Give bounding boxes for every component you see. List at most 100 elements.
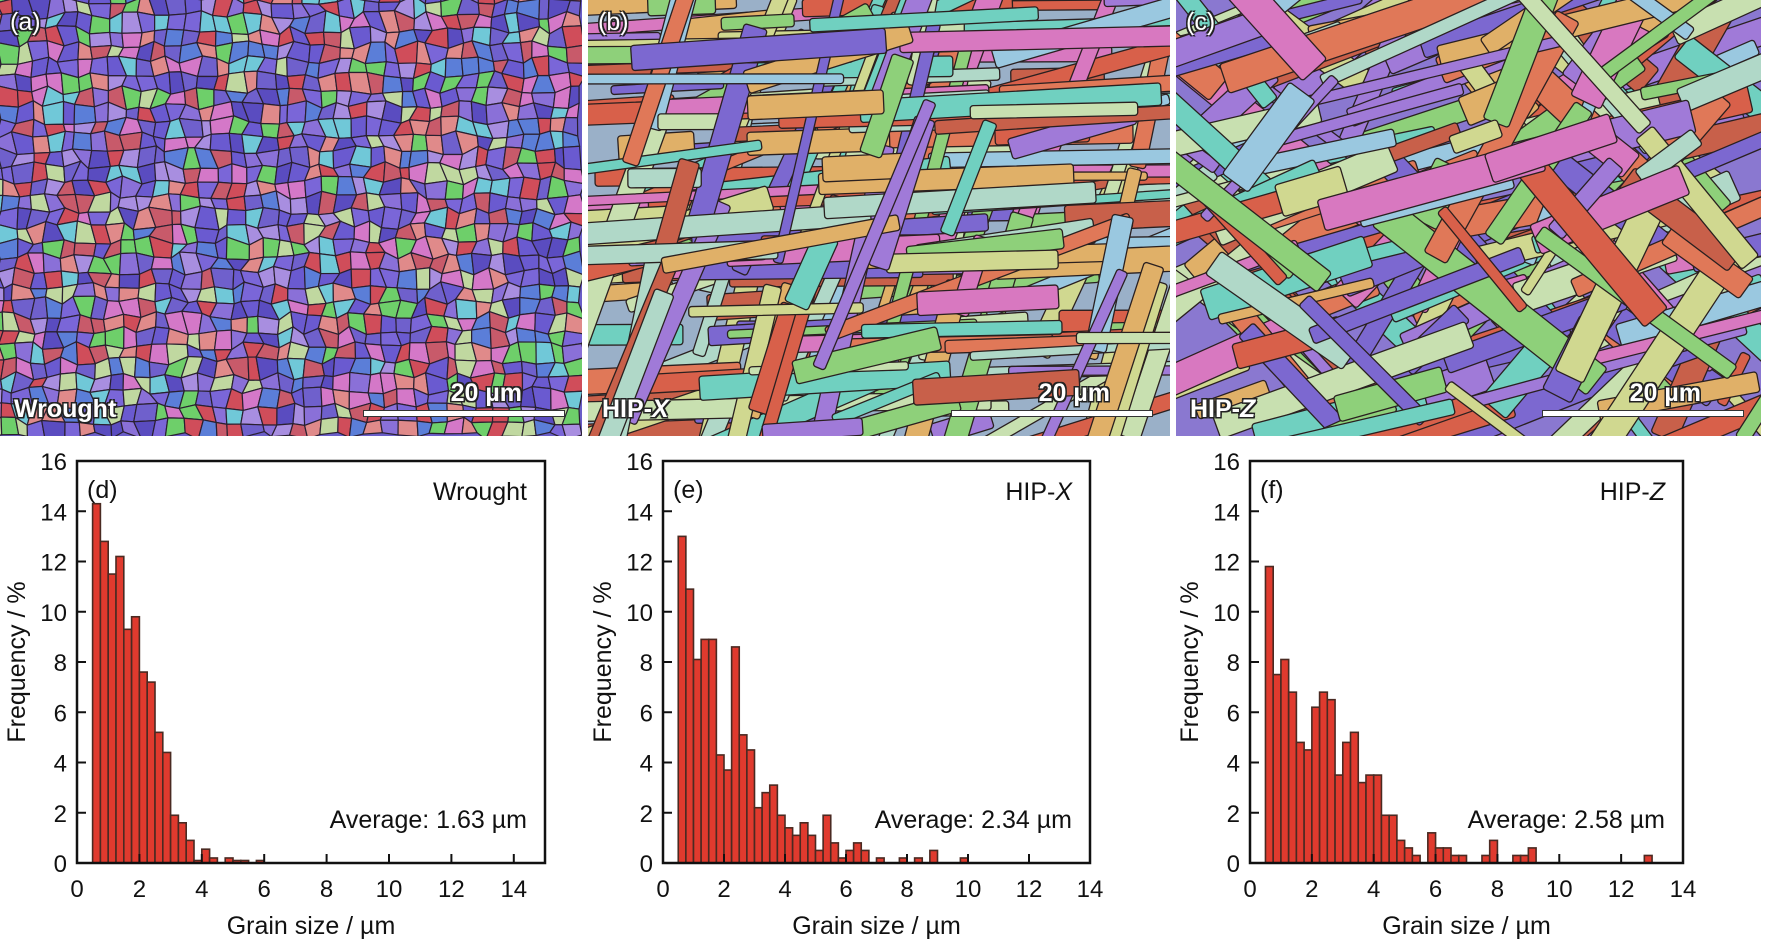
grain — [164, 417, 186, 436]
lath-grain — [911, 368, 1081, 406]
lath-grain — [630, 27, 888, 72]
grain — [501, 421, 525, 436]
grain — [196, 167, 220, 183]
grain — [246, 315, 260, 334]
histogram-bar — [1388, 814, 1398, 864]
y-axis-label: Frequency / % — [589, 581, 617, 742]
lath-grain — [916, 284, 1060, 317]
lath-grain — [660, 214, 901, 274]
y-axis-label: Frequency / % — [3, 581, 31, 742]
grain — [198, 330, 218, 351]
grain — [319, 416, 339, 436]
lath-grain — [688, 302, 864, 318]
sample-axis: Z — [1649, 478, 1666, 506]
grain — [118, 131, 143, 152]
grain — [548, 424, 566, 436]
histogram-bar — [1442, 847, 1452, 864]
x-tick-label: 0 — [1243, 876, 1256, 903]
grain — [26, 419, 46, 436]
y-tick-label: 2 — [640, 801, 653, 828]
grain — [78, 421, 96, 436]
panel-letter: (e) — [673, 476, 704, 504]
y-tick-label: 10 — [1213, 600, 1240, 627]
x-tick-label: 4 — [778, 876, 791, 903]
grain — [460, 56, 480, 77]
grain — [566, 285, 581, 304]
lath-grain — [588, 288, 674, 436]
grain — [104, 286, 120, 303]
grain — [40, 419, 66, 436]
y-tick-label: 14 — [40, 499, 67, 526]
histogram-bar — [1488, 839, 1499, 864]
grain — [563, 374, 582, 393]
grain — [486, 421, 509, 436]
grain — [231, 163, 248, 185]
x-tick-label: 14 — [1077, 876, 1104, 903]
grain — [501, 360, 524, 375]
grain — [456, 0, 480, 16]
grain — [415, 267, 431, 290]
sample-name: Wrought — [433, 478, 527, 506]
grain — [209, 132, 233, 153]
lath-grain — [1489, 0, 1651, 134]
x-tick-label: 0 — [70, 876, 83, 903]
x-tick-label: 10 — [376, 876, 403, 903]
lath-grain — [1222, 82, 1315, 192]
grain — [166, 13, 187, 31]
panel-letter: (a) — [10, 8, 41, 36]
x-tick-label: 4 — [195, 876, 208, 903]
lath-grain — [812, 99, 936, 371]
grain — [257, 315, 280, 336]
lath-grain — [1735, 385, 1761, 436]
lath-grain — [1176, 144, 1332, 292]
sample-label: HIP-Z — [1190, 395, 1255, 424]
grain — [171, 210, 182, 226]
grain — [132, 419, 157, 436]
grain — [163, 28, 185, 47]
grain — [534, 148, 557, 165]
histogram-bar — [1403, 847, 1414, 864]
x-tick-label: 12 — [1016, 876, 1043, 903]
histogram-bar — [1295, 741, 1305, 864]
x-axis-label: Grain size / µm — [1382, 912, 1551, 940]
grain — [120, 239, 137, 255]
grain — [444, 57, 464, 78]
grain — [562, 145, 582, 171]
grain — [286, 100, 308, 124]
scale-bar-label: 20 µm — [1629, 379, 1701, 407]
sample-name: HIP- — [1600, 478, 1650, 506]
lath-grain — [1448, 119, 1503, 154]
average-annotation: Average: 2.34 µm — [875, 806, 1072, 834]
grain — [88, 31, 113, 48]
lath-grain — [809, 6, 1040, 33]
grain — [396, 268, 418, 291]
grain — [563, 357, 582, 377]
y-axis-label: Frequency / % — [1176, 581, 1204, 742]
y-tick-label: 0 — [640, 851, 653, 878]
x-tick-label: 14 — [500, 876, 527, 903]
grain — [14, 73, 33, 93]
grain — [213, 329, 233, 351]
histogram-bar — [1311, 706, 1321, 864]
histogram-bar — [1396, 839, 1406, 864]
grain — [348, 371, 372, 394]
grain — [260, 122, 281, 139]
grain — [257, 387, 281, 409]
sample-axis: Z — [1240, 395, 1256, 423]
y-tick-label: 12 — [40, 550, 67, 577]
grain — [350, 115, 368, 139]
lath-grain — [588, 73, 845, 85]
sample-name: HIP- — [602, 395, 652, 423]
grain — [62, 0, 79, 13]
y-tick-label: 0 — [54, 851, 67, 878]
grain — [444, 180, 465, 200]
ebsd-grain-map — [588, 0, 1170, 436]
y-tick-label: 16 — [1213, 449, 1240, 476]
grain — [538, 0, 550, 20]
x-tick-label: 12 — [1608, 876, 1635, 903]
x-tick-label: 8 — [320, 876, 333, 903]
scale-bar — [1543, 411, 1743, 416]
panel-letter: (f) — [1260, 476, 1284, 504]
x-tick-label: 6 — [839, 876, 852, 903]
grain — [255, 70, 278, 91]
